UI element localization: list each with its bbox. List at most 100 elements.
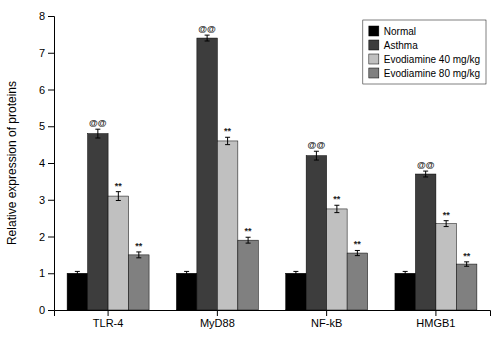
annotation: ** (115, 181, 123, 191)
error-bar (205, 35, 210, 41)
series (129, 237, 477, 310)
y-tick-label: 2 (39, 231, 45, 243)
x-tick-mark (217, 310, 218, 316)
x-axis: TLR-4 MyD88 NF-kB HMGB1 (55, 310, 491, 329)
annotation: ** (443, 210, 451, 220)
x-tick-label: HMGB1 (416, 317, 455, 329)
annotation: @@ (89, 118, 107, 128)
bar (306, 156, 326, 310)
bar (129, 255, 149, 310)
x-tick: HMGB1 (416, 310, 455, 329)
error-bar (246, 237, 251, 243)
error-bar (75, 271, 80, 275)
annotation: @@ (417, 160, 435, 170)
y-tick: 1 (39, 267, 54, 279)
series (108, 137, 456, 310)
y-tick: 0 (39, 304, 54, 316)
error-bar (464, 262, 469, 266)
error-bar (116, 192, 121, 201)
x-tick-label: NF-kB (311, 317, 342, 329)
y-tick: 3 (39, 194, 54, 206)
error-bar (184, 271, 189, 275)
legend-swatch (369, 26, 379, 36)
x-tick-label: TLR-4 (93, 317, 124, 329)
error-bar (444, 221, 449, 227)
bar (176, 273, 196, 310)
bar (67, 273, 87, 310)
error-bar (403, 271, 408, 275)
x-tick-mark (108, 310, 109, 316)
y-tick-mark (48, 163, 54, 164)
annotation: ** (245, 226, 253, 236)
y-tick: 2 (39, 231, 54, 243)
error-bar (293, 271, 298, 275)
y-tick-mark (48, 53, 54, 54)
bar (415, 174, 435, 310)
x-tick-mark (326, 310, 327, 316)
bar (286, 273, 306, 310)
annotation: @@ (198, 24, 216, 34)
bar (456, 264, 476, 310)
y-tick-label: 0 (39, 304, 45, 316)
legend: NormalAsthmaEvodiamine 40 mg/kgEvodiamin… (363, 20, 486, 84)
annotation: ** (354, 239, 362, 249)
y-tick-mark (48, 126, 54, 127)
y-tick-label: 6 (39, 84, 45, 96)
annotation: ** (463, 251, 471, 261)
bar (108, 196, 128, 310)
y-axis: 0 1 2 3 4 5 6 7 8 (39, 10, 55, 316)
y-tick-mark (48, 16, 54, 17)
y-axis-title: Relative expression of proteins (5, 81, 19, 245)
bar (327, 209, 347, 310)
y-tick-label: 8 (39, 10, 45, 22)
x-tick: NF-kB (311, 310, 342, 329)
y-tick-mark (48, 237, 54, 238)
y-tick: 4 (39, 157, 54, 169)
bar (88, 134, 108, 310)
legend-frame (363, 20, 486, 84)
error-bar (225, 137, 230, 144)
error-bar (355, 250, 360, 255)
y-tick-label: 5 (39, 120, 45, 132)
y-tick-label: 7 (39, 47, 45, 59)
y-tick: 5 (39, 120, 54, 132)
error-bar (334, 205, 339, 212)
error-bar (136, 252, 141, 258)
x-tick: MyD88 (200, 310, 235, 329)
y-axis-line (48, 17, 55, 311)
legend-label: Asthma (384, 40, 418, 51)
chart: 0 1 2 3 4 5 6 7 8 TLR-4 MyD88 NF-kB HMGB1 Relative ex… (0, 0, 500, 340)
annotation: ** (135, 241, 143, 251)
bar (436, 224, 456, 310)
bar (238, 240, 258, 310)
y-tick-mark (48, 200, 54, 201)
legend-label: Evodiamine 80 mg/kg (384, 68, 480, 79)
annotation: ** (333, 194, 341, 204)
legend-swatch (369, 68, 379, 78)
y-tick-mark (48, 273, 54, 274)
legend-swatch (369, 54, 379, 64)
legend-label: Evodiamine 40 mg/kg (384, 54, 480, 65)
bar (347, 253, 367, 310)
plot: 0 1 2 3 4 5 6 7 8 TLR-4 MyD88 NF-kB HMGB1 Relative ex… (5, 10, 491, 329)
y-tick: 8 (39, 10, 54, 22)
x-tick: TLR-4 (93, 310, 124, 329)
y-tick-label: 4 (39, 157, 45, 169)
error-bar (95, 129, 100, 138)
y-tick-label: 1 (39, 267, 45, 279)
bar (217, 141, 237, 310)
bar (197, 38, 217, 310)
y-tick: 6 (39, 84, 54, 96)
x-tick-mark (435, 310, 436, 316)
y-tick-mark (48, 90, 54, 91)
annotation: @@ (308, 140, 326, 150)
legend-swatch (369, 40, 379, 50)
x-axis-line (55, 311, 491, 317)
y-tick-mark (48, 310, 54, 311)
bar (395, 273, 415, 310)
error-bar (423, 171, 428, 177)
error-bar (314, 151, 319, 160)
y-tick-label: 3 (39, 194, 45, 206)
annotation: ** (224, 126, 232, 136)
y-tick: 7 (39, 47, 54, 59)
